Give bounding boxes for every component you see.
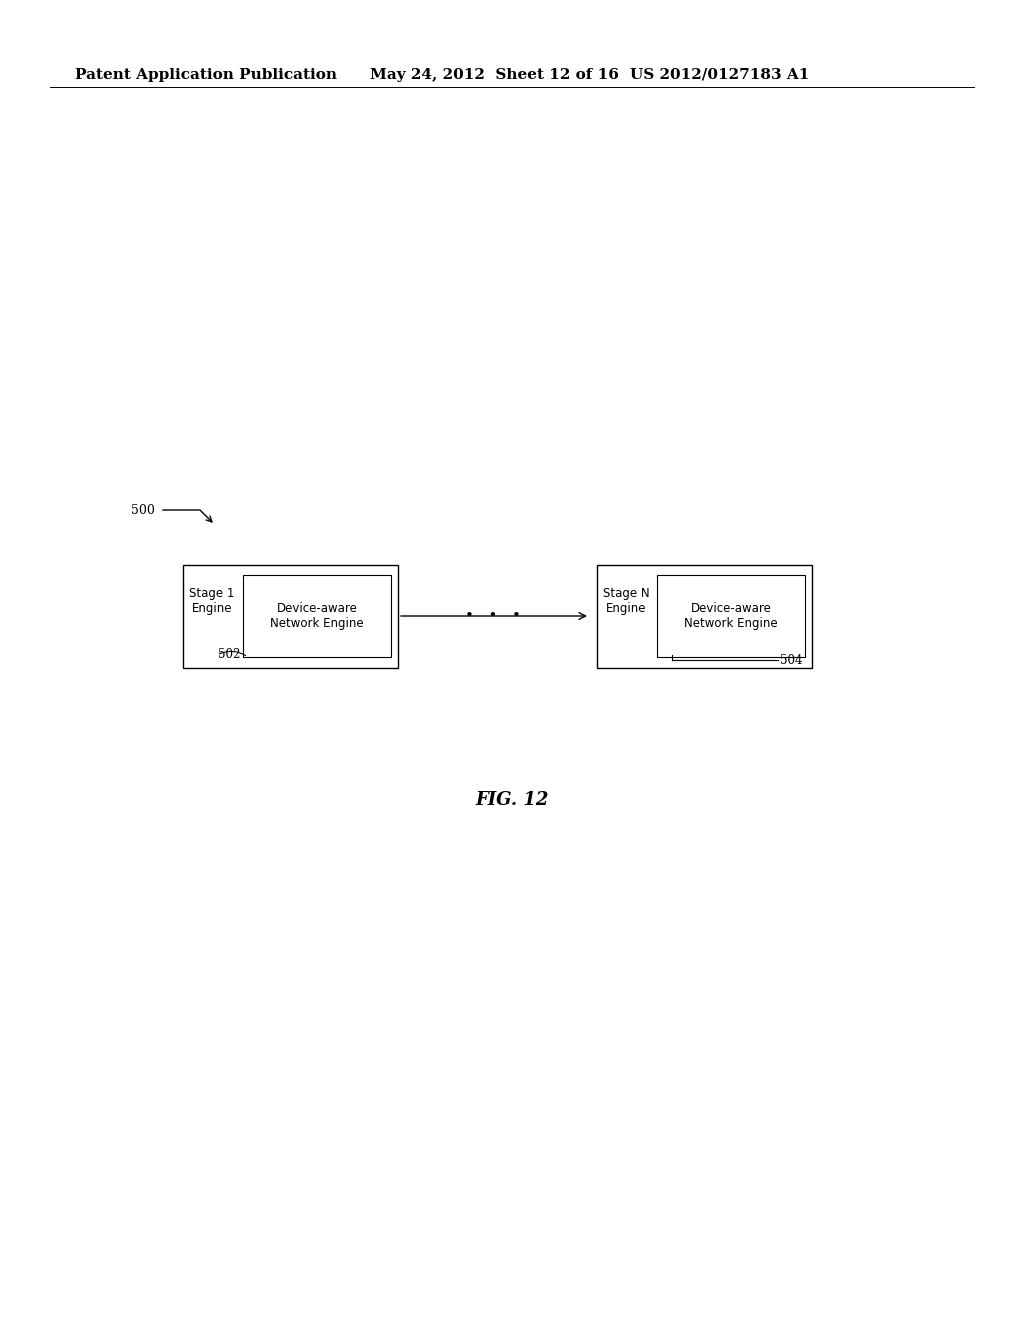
Text: May 24, 2012  Sheet 12 of 16: May 24, 2012 Sheet 12 of 16 [370, 69, 618, 82]
Text: Device-aware
Network Engine: Device-aware Network Engine [270, 602, 364, 630]
Bar [243, 576, 391, 657]
Text: 500: 500 [131, 503, 155, 516]
Text: 504: 504 [780, 653, 803, 667]
Bar [657, 576, 805, 657]
Text: US 2012/0127183 A1: US 2012/0127183 A1 [630, 69, 809, 82]
Text: 502: 502 [218, 648, 241, 661]
Text: Stage N
Engine: Stage N Engine [603, 587, 649, 615]
Text: Device-aware
Network Engine: Device-aware Network Engine [684, 602, 778, 630]
Bar [597, 565, 812, 668]
Text: Stage 1
Engine: Stage 1 Engine [189, 587, 234, 615]
Text: Patent Application Publication: Patent Application Publication [75, 69, 337, 82]
Text: •   •   •: • • • [465, 609, 521, 623]
Text: FIG. 12: FIG. 12 [475, 791, 549, 809]
Bar [183, 565, 398, 668]
